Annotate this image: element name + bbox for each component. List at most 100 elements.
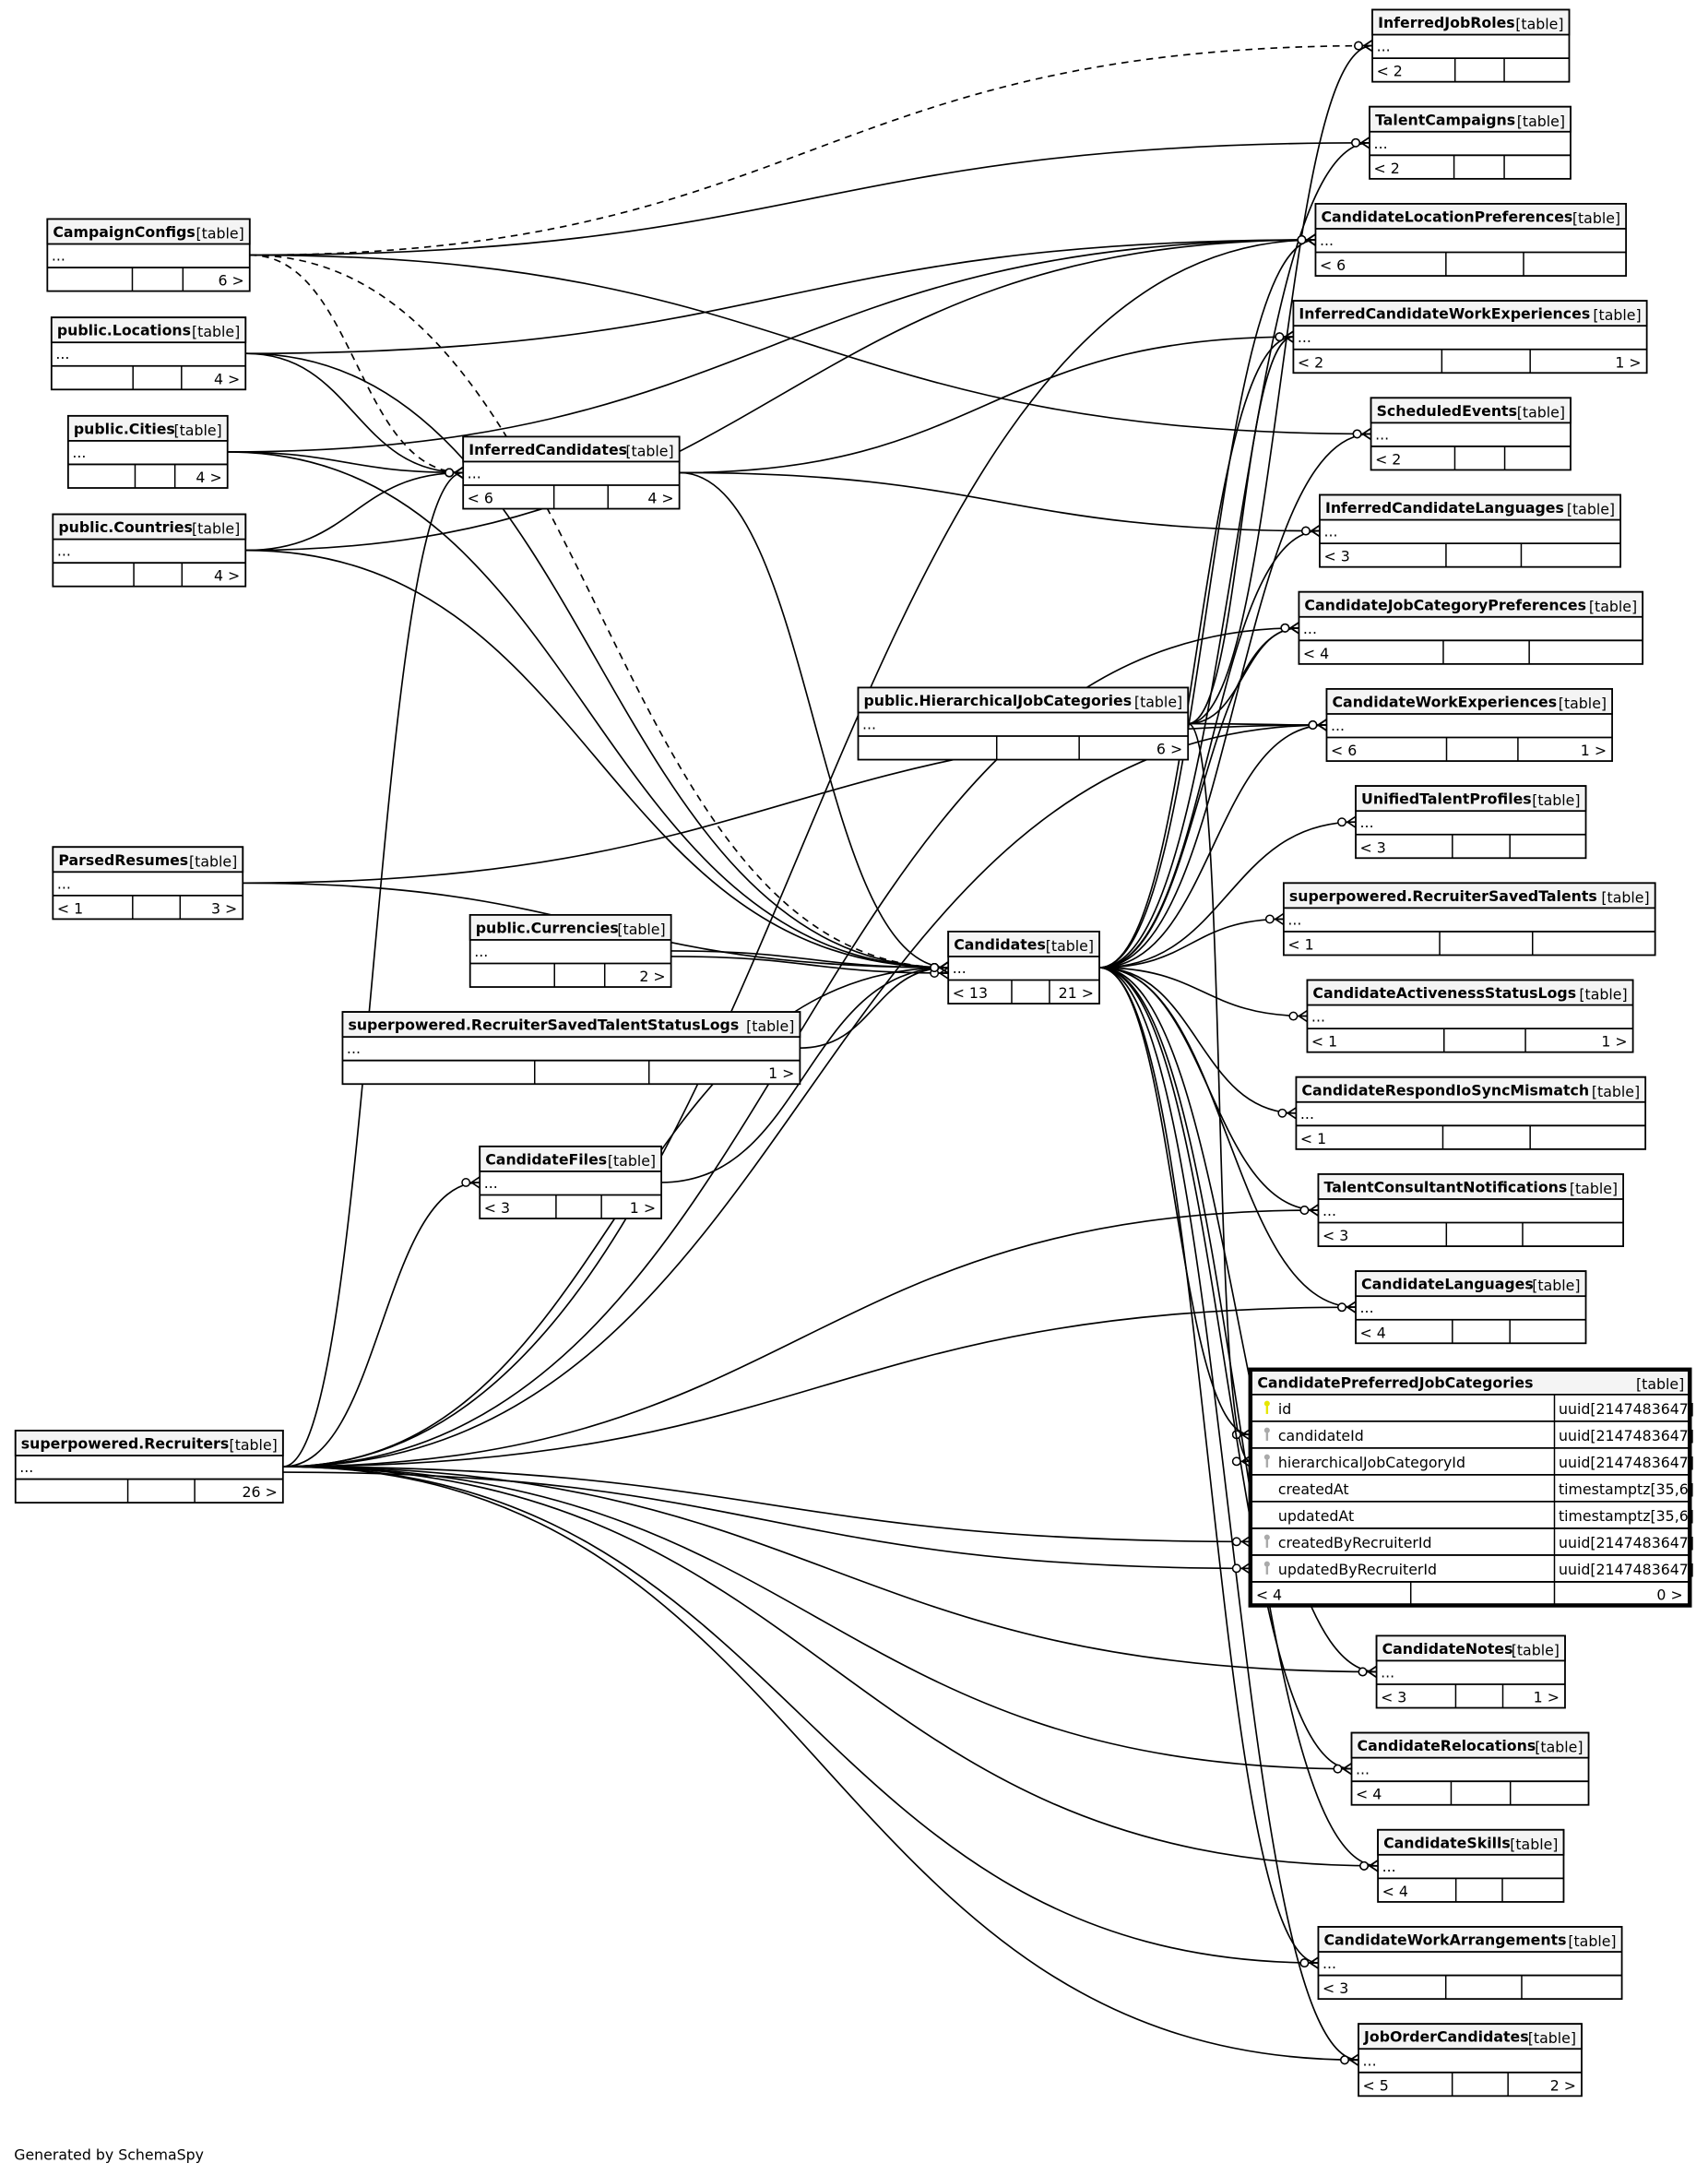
parent-count[interactable]: < 2 (1298, 353, 1323, 371)
child-count[interactable]: 1 > (768, 1064, 794, 1082)
table-public-locations[interactable]: public.Locations [table]... 4 > (50, 316, 247, 391)
child-count[interactable]: 6 > (218, 272, 243, 290)
child-count[interactable]: 1 > (1601, 1033, 1627, 1051)
table-parsedresumes[interactable]: ParsedResumes [table]... < 1 3 > (52, 846, 244, 921)
table-name[interactable]: CandidateWorkArrangements (1323, 1931, 1566, 1949)
table-name[interactable]: public.Countries (58, 518, 193, 536)
parent-count[interactable]: < 3 (1323, 1227, 1348, 1244)
parent-count[interactable]: < 6 (468, 490, 493, 507)
table-name[interactable]: CandidateActivenessStatusLogs (1312, 984, 1576, 1002)
child-count[interactable]: 4 > (647, 490, 673, 507)
table-candidates[interactable]: Candidates [table]... < 13 21 > (947, 931, 1100, 1004)
child-count[interactable]: 4 > (214, 567, 240, 585)
parent-count[interactable]: < 2 (1375, 450, 1401, 468)
table-public-currencies[interactable]: public.Currencies[table]... 2 > (469, 913, 672, 988)
table-name[interactable]: CandidateRespondIoSyncMismatch (1301, 1081, 1589, 1099)
parent-count[interactable]: < 2 (1377, 63, 1403, 80)
table-candidateworkarrangements[interactable]: CandidateWorkArrangements [table]... < 3 (1317, 1926, 1623, 2001)
parent-count[interactable]: < 2 (1374, 160, 1400, 177)
table-name[interactable]: CandidateNotes (1382, 1640, 1513, 1658)
table-campaignconfigs[interactable]: CampaignConfigs [table]... 6 > (46, 218, 251, 292)
table-public-countries[interactable]: public.Countries [table]... 4 > (52, 513, 247, 588)
child-count[interactable]: 1 > (630, 1199, 656, 1217)
parent-count[interactable]: < 6 (1320, 256, 1346, 274)
table-name[interactable]: public.Currencies (476, 919, 619, 936)
table-name[interactable]: TalentCampaigns (1375, 111, 1515, 128)
table-candidatelanguages[interactable]: CandidateLanguages[table]... < 4 (1355, 1270, 1587, 1345)
table-name[interactable]: JobOrderCandidates (1363, 2028, 1529, 2046)
table-name[interactable]: public.Cities (74, 420, 175, 437)
table-name[interactable]: ParsedResumes (58, 851, 188, 869)
table-name[interactable]: CandidateSkills (1383, 1834, 1511, 1851)
parent-count[interactable]: < 4 (1303, 645, 1329, 662)
table-superpowered-recruitersavedtalentstatuslogs[interactable]: superpowered.RecruiterSavedTalentStatusL… (341, 1011, 801, 1086)
table-inferredcandidateworkexperiences[interactable]: InferredCandidateWorkExperiences [table].… (1292, 300, 1648, 374)
parent-count[interactable]: < 3 (484, 1199, 510, 1217)
table-name[interactable]: CandidateLocationPreferences (1321, 208, 1572, 225)
child-count[interactable]: 21 > (1059, 984, 1094, 1002)
child-count[interactable]: 1 > (1534, 1689, 1560, 1706)
parent-count[interactable]: < 1 (57, 899, 83, 917)
parent-count[interactable]: < 3 (1360, 838, 1386, 856)
parent-count[interactable]: < 13 (953, 984, 988, 1002)
child-count[interactable]: 4 > (214, 370, 240, 387)
table-public-cities[interactable]: public.Cities[table]... 4 > (66, 414, 229, 489)
child-count[interactable]: 2 > (639, 968, 665, 985)
table-inferredcandidates[interactable]: InferredCandidates[table]... < 6 4 > (462, 435, 681, 510)
table-name[interactable]: superpowered.Recruiters (21, 1434, 229, 1452)
parent-count[interactable]: < 4 (1360, 1324, 1386, 1341)
table-name[interactable]: CandidateFiles (485, 1150, 607, 1168)
table-name[interactable]: InferredCandidateWorkExperiences (1299, 305, 1590, 323)
parent-count[interactable]: < 3 (1323, 1979, 1348, 1997)
table-name[interactable]: CandidateWorkExperiences (1332, 693, 1557, 710)
parent-count[interactable]: < 6 (1331, 742, 1357, 759)
table-public-hierarchicaljobcategories[interactable]: public.HierarchicalJobCategories [table].… (857, 686, 1190, 761)
table-name[interactable]: CandidateRelocations (1358, 1737, 1536, 1754)
child-count[interactable]: 26 > (243, 1483, 278, 1501)
parent-count[interactable]: < 1 (1287, 935, 1313, 953)
table-candidatenotes[interactable]: CandidateNotes[table]... < 3 1 > (1375, 1634, 1566, 1709)
table-name[interactable]: UnifiedTalentProfiles (1361, 790, 1532, 808)
parent-count[interactable]: < 4 (1356, 1786, 1382, 1803)
table-candidateworkexperiences[interactable]: CandidateWorkExperiences [table]... < 6 1 > (1325, 688, 1613, 762)
table-talentconsultantnotifications[interactable]: TalentConsultantNotifications [table]... <… (1317, 1173, 1624, 1247)
table-candidatefiles[interactable]: CandidateFiles [table]... < 3 1 > (479, 1145, 663, 1219)
child-count[interactable]: 2 > (1550, 2076, 1576, 2094)
parent-count[interactable]: < 3 (1323, 548, 1349, 565)
table-candidateskills[interactable]: CandidateSkills [table]... < 4 (1377, 1828, 1565, 1903)
table-name[interactable]: CandidateLanguages (1361, 1276, 1534, 1293)
table-name[interactable]: CampaignConfigs (53, 223, 195, 241)
parent-count[interactable]: < 4 (1382, 1883, 1408, 1900)
parent-count[interactable]: < 4 (1256, 1586, 1282, 1603)
table-name[interactable]: InferredJobRoles (1378, 14, 1515, 31)
table-name[interactable]: CandidatePreferredJobCategories (1257, 1373, 1533, 1391)
table-name[interactable]: InferredCandidates (469, 441, 627, 458)
table-name[interactable]: InferredCandidateLanguages (1325, 499, 1564, 517)
table-name[interactable]: superpowered.RecruiterSavedTalentStatusL… (348, 1016, 739, 1034)
child-count[interactable]: 0 > (1656, 1586, 1682, 1603)
table-talentcampaigns[interactable]: TalentCampaigns [table]... < 2 (1369, 105, 1572, 180)
child-count[interactable]: 6 > (1156, 741, 1182, 758)
table-candidatejobcategorypreferences[interactable]: CandidateJobCategoryPreferences [table]..… (1298, 590, 1644, 665)
table-candidaterelocations[interactable]: CandidateRelocations [table]... < 4 (1350, 1731, 1590, 1806)
table-scheduledevents[interactable]: ScheduledEvents [table]... < 2 (1370, 397, 1572, 471)
parent-count[interactable]: < 5 (1363, 2076, 1389, 2094)
table-name[interactable]: CandidateJobCategoryPreferences (1304, 596, 1586, 613)
child-count[interactable]: 4 > (196, 469, 221, 486)
table-superpowered-recruiters[interactable]: superpowered.Recruiters [table]... 26 > (14, 1430, 284, 1504)
table-name[interactable]: Candidates (954, 935, 1046, 953)
table-name[interactable]: superpowered.RecruiterSavedTalents (1289, 887, 1597, 905)
parent-count[interactable]: < 1 (1311, 1033, 1337, 1051)
table-inferredjobroles[interactable]: InferredJobRoles [table]... < 2 (1371, 8, 1571, 83)
table-superpowered-recruitersavedtalents[interactable]: superpowered.RecruiterSavedTalents [table… (1282, 882, 1656, 957)
table-name[interactable]: public.HierarchicalJobCategories (864, 692, 1133, 709)
child-count[interactable]: 1 > (1615, 353, 1641, 371)
table-name[interactable]: public.Locations (57, 322, 191, 339)
table-inferredcandidatelanguages[interactable]: InferredCandidateLanguages [table]... < 3 (1319, 493, 1621, 568)
table-candidatelocationpreferences[interactable]: CandidateLocationPreferences [table]... < … (1314, 203, 1627, 277)
table-name[interactable]: TalentConsultantNotifications (1323, 1178, 1567, 1195)
child-count[interactable]: 1 > (1581, 742, 1607, 759)
table-name[interactable]: ScheduledEvents (1377, 402, 1517, 420)
parent-count[interactable]: < 3 (1381, 1689, 1406, 1706)
child-count[interactable]: 3 > (211, 899, 237, 917)
